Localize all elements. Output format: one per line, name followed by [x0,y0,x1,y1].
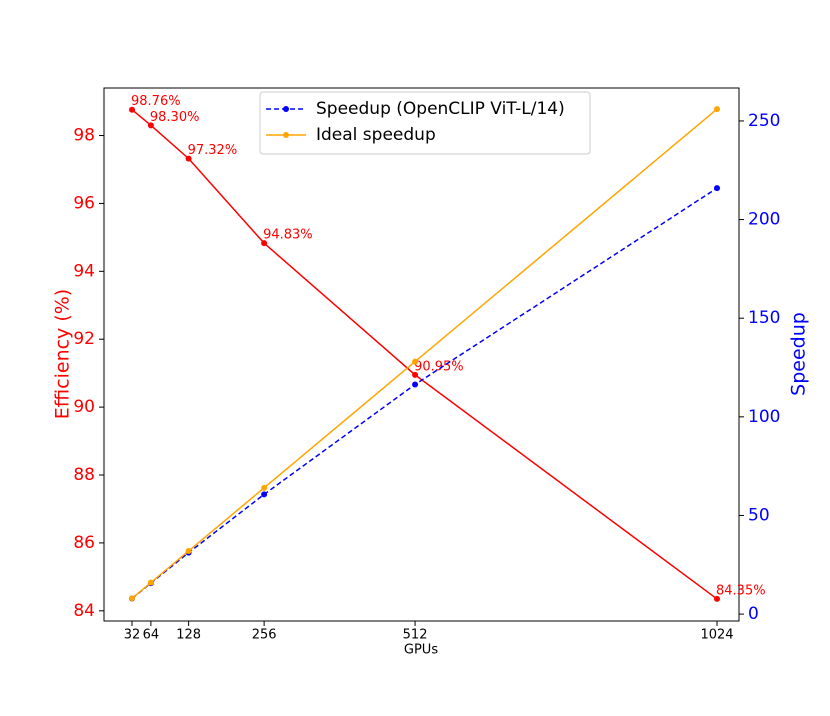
y-tick-label: 86 [73,533,95,553]
y-tick-label: 84 [73,601,95,621]
y-tick-label: 98 [73,126,95,146]
y-tick-label: 92 [73,329,95,349]
point [261,240,268,247]
value-label: 90.95% [414,359,464,374]
point [129,106,136,113]
value-label: 98.30% [150,110,200,125]
value-label: 97.32% [188,143,238,158]
legend-marker [283,106,289,112]
legend-label: Ideal speedup [316,125,436,145]
point [261,484,268,491]
point [714,185,721,192]
y2-tick-label: 150 [748,308,780,328]
point [147,122,154,129]
point [714,595,721,602]
point [261,491,268,498]
y-tick-label: 94 [73,261,95,281]
legend-box [259,91,591,155]
x-tick-label: 64 [143,628,160,643]
y-tick-label: 90 [73,397,95,417]
x-axis-label: GPUs [404,643,438,658]
plot-frame [103,87,740,622]
point [185,155,192,162]
x-tick-label: 1024 [700,628,733,643]
value-label: 98.76% [131,94,181,109]
point [129,595,136,602]
y2-tick-label: 50 [748,505,770,525]
point [147,579,154,586]
y-axis-label: Efficiency (%) [52,289,74,419]
y2-tick-label: 200 [748,210,780,230]
series-line [131,187,718,600]
series-line [131,108,718,599]
y2-axis-label: Speedup [788,312,810,396]
y2-tick-label: 100 [748,407,780,427]
legend-marker [283,132,289,138]
y2-tick-label: 250 [748,111,780,131]
point [714,106,721,113]
point [185,547,192,554]
y2-tick-label: 0 [748,604,759,624]
x-tick-label: 512 [403,628,428,643]
point [412,381,419,388]
point [412,358,419,365]
series-line [131,109,718,600]
x-tick-label: 128 [176,628,201,643]
x-tick-label: 32 [124,628,141,643]
x-tick-label: 256 [252,628,277,643]
point [412,371,419,378]
value-label: 84.35% [716,583,766,598]
y-tick-label: 88 [73,465,95,485]
y-tick-label: 96 [73,193,95,213]
value-label: 94.83% [263,228,313,243]
legend-label: Speedup (OpenCLIP ViT-L/14) [316,99,565,119]
